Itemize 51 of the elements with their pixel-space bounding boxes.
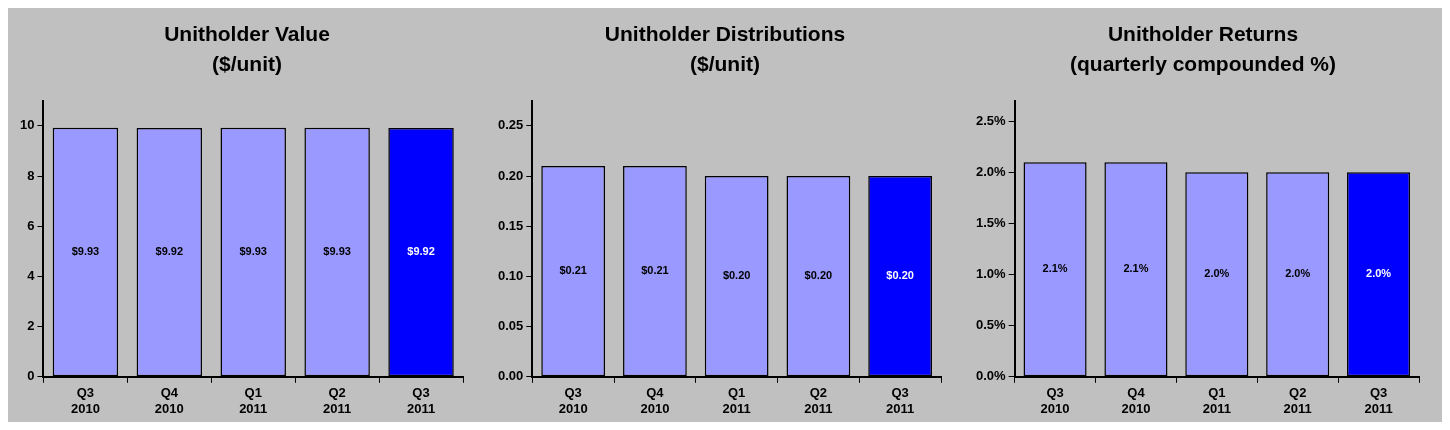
- y-tick-label: 6: [27, 217, 35, 233]
- x-tick-label: Q4 2010: [1121, 385, 1151, 416]
- x-tick-label: Q3 2011: [406, 385, 436, 416]
- x-tick-label: Q4 2010: [154, 385, 184, 416]
- x-tick-label: Q4 2010: [640, 385, 670, 416]
- x-tick-label: Q2 2011: [1283, 385, 1312, 416]
- data-label: $0.21: [559, 264, 587, 277]
- data-label: $9.92: [155, 245, 184, 258]
- x-tick-label: Q1 2011: [1202, 385, 1231, 416]
- data-label: 2.0%: [1366, 267, 1392, 280]
- x-tick-label: Q2 2011: [323, 385, 352, 416]
- data-label: 2.0%: [1204, 267, 1230, 280]
- y-tick-label: 0: [27, 368, 35, 384]
- x-tick-label: Q1 2011: [239, 385, 268, 416]
- y-tick-label: 1.0%: [975, 266, 1007, 282]
- y-tick-label: 0.0%: [975, 368, 1007, 384]
- x-tick-label: Q2 2011: [804, 385, 833, 416]
- y-tick-label: 10: [19, 117, 35, 133]
- y-tick-label: 0.20: [497, 167, 524, 183]
- data-label: 2.1%: [1123, 262, 1149, 275]
- y-tick-label: 1.5%: [975, 215, 1007, 231]
- data-label: 2.1%: [1042, 262, 1068, 275]
- x-tick-label: Q3 2010: [1040, 385, 1070, 416]
- y-tick-label: 2.0%: [975, 163, 1007, 179]
- y-tick-label: 0.05: [497, 318, 524, 334]
- y-tick-label: 2.5%: [975, 112, 1007, 128]
- chart-title: Unitholder Value ($/unit): [164, 21, 330, 77]
- y-tick-label: 0.15: [497, 217, 524, 233]
- data-label: $9.93: [239, 245, 267, 257]
- x-tick-label: Q3 2011: [886, 385, 915, 416]
- data-label: $0.20: [804, 269, 833, 282]
- y-tick-label: 0.10: [497, 268, 524, 284]
- data-label: $9.93: [71, 245, 100, 257]
- data-label: $0.21: [641, 264, 669, 277]
- x-tick-label: Q3 2010: [558, 385, 588, 416]
- chart-title: Unitholder Returns (quarterly compounded %): [1069, 21, 1337, 77]
- chart-title: Unitholder Distributions ($/unit): [604, 21, 846, 77]
- x-tick-label: Q3 2010: [70, 385, 100, 416]
- x-tick-label: Q1 2011: [722, 385, 751, 416]
- y-tick-label: 0.5%: [975, 317, 1007, 333]
- y-tick-label: 4: [27, 268, 36, 284]
- x-tick-label: Q3 2011: [1364, 385, 1393, 416]
- data-label: $0.20: [886, 269, 914, 282]
- data-label: $9.92: [407, 245, 435, 258]
- data-label: 2.0%: [1285, 267, 1311, 280]
- y-tick-label: 0.00: [497, 368, 524, 384]
- y-tick-label: 8: [27, 167, 35, 183]
- y-tick-label: 0.25: [497, 117, 524, 133]
- data-label: $0.20: [722, 269, 751, 282]
- y-tick-label: 2: [27, 318, 35, 334]
- data-label: $9.93: [323, 245, 351, 257]
